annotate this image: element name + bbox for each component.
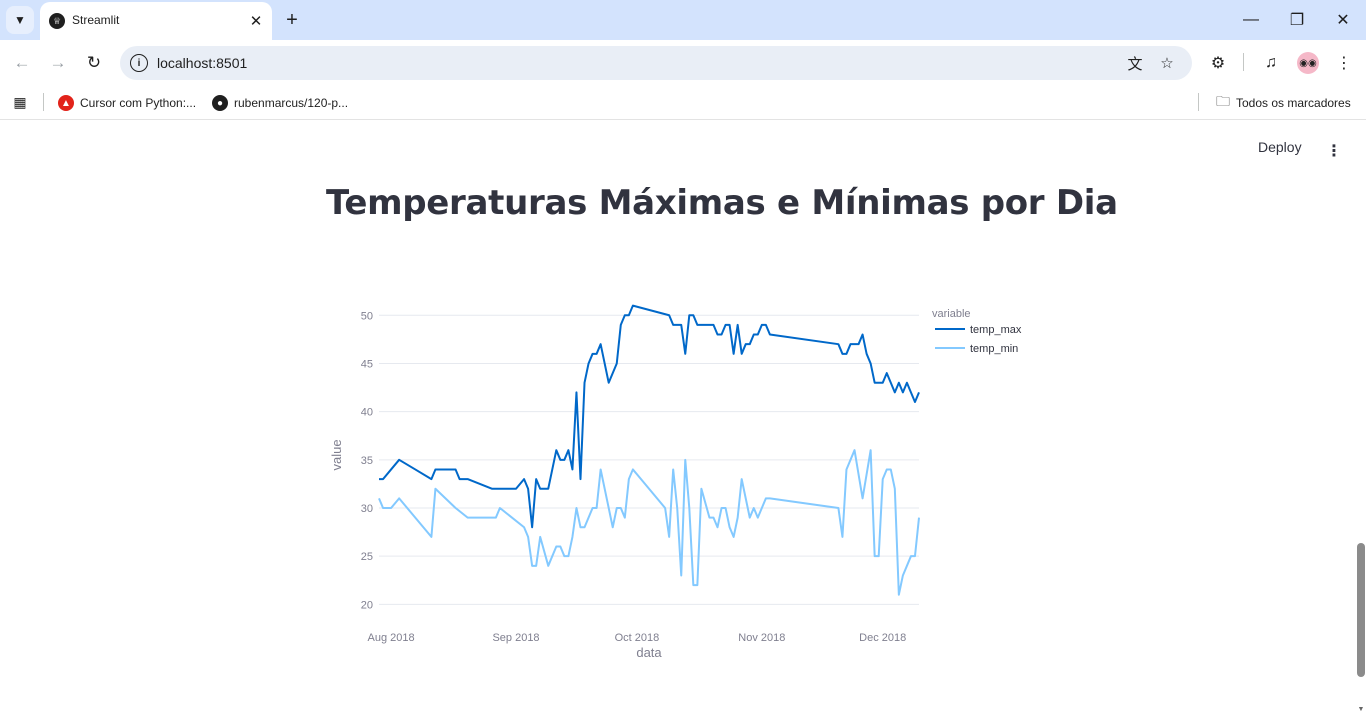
github-icon: ● [212,95,228,111]
tab-close-icon[interactable]: ✕ [249,13,263,30]
y-tick-label: 45 [361,358,373,370]
series-line-temp_min[interactable] [378,449,920,596]
x-tick-label: Aug 2018 [368,632,415,644]
all-bookmarks-folder[interactable]: 🗀 Todos os marcadores [1216,92,1351,114]
streamlit-app: Deploy ⋮ Temperaturas Máximas e Mínimas … [0,121,1366,720]
all-bookmarks-label: Todos os marcadores [1236,96,1351,110]
address-url[interactable]: localhost:8501 [157,55,248,71]
scrollbar-thumb[interactable] [1357,543,1365,677]
y-tick-label: 30 [361,503,373,515]
reload-icon[interactable]: ↻ [86,53,102,72]
bookmark-label: rubenmarcus/120-p... [234,96,349,110]
toolbar-divider [1243,53,1244,71]
media-control-icon[interactable]: ♫ [1265,54,1277,71]
legend-item-label[interactable]: temp_min [970,343,1018,355]
legend-item-label[interactable]: temp_max [970,324,1022,336]
tab-search-chevron-icon[interactable]: ▼ [6,6,34,34]
line-chart: 20 25 30 35 40 45 50 Aug 2018 Sep 2018 Oct 2018 N… [329,304,1022,660]
restore-window-icon[interactable]: ❐ [1289,12,1305,29]
y-tick-label: 35 [361,455,373,467]
bookmarks-bar: ▦ ▲ Cursor com Python:... ● rubenmarcus/… [0,86,1366,120]
page-title: Temperaturas Máximas e Mínimas por Dia [326,183,1118,223]
scrollbar[interactable] [1356,121,1366,720]
y-tick-label: 20 [361,599,373,611]
bookmark-star-icon[interactable]: ☆ [1160,55,1174,72]
forward-arrow-icon[interactable]: → [49,53,67,72]
back-arrow-icon[interactable]: ← [13,53,31,72]
bookmark-cursor-python[interactable]: ▲ Cursor com Python:... [58,92,196,114]
chart-grid [379,314,919,605]
new-tab-plus-icon[interactable]: + [286,8,298,31]
browser-tab-strip: ▼ ♕ Streamlit ✕ + — ❐ ✕ [0,0,1366,40]
x-tick-label: Oct 2018 [615,632,660,644]
browser-toolbar: ← → ↻ i localhost:8501 文 ☆ ⚙ ♫ ⋮ [0,40,1366,86]
chart-legend[interactable]: variable temp_max temp_min [932,308,1022,355]
folder-icon: 🗀 [1216,93,1230,109]
bookmark-github-repo[interactable]: ● rubenmarcus/120-p... [212,92,348,114]
apps-grid-icon[interactable]: ▦ [13,93,27,110]
y-tick-label: 40 [361,407,373,419]
translate-icon[interactable]: 文 [1127,55,1143,73]
profile-avatar[interactable]: ◉◉ [1297,52,1319,74]
site-info-icon[interactable]: i [130,54,148,72]
main-menu-kebab-icon[interactable]: ⋮ [1326,143,1342,160]
chart-series [378,304,920,596]
browser-tab-streamlit[interactable]: ♕ Streamlit ✕ [40,2,272,40]
scroll-down-arrow-icon[interactable]: ▼ [1357,706,1365,713]
x-axis-ticks: Aug 2018 Sep 2018 Oct 2018 Nov 2018 Dec 2018 [368,632,907,644]
streamlit-favicon-icon: ♕ [49,13,65,29]
bookmark-label: Cursor com Python:... [80,96,197,110]
bookmarks-divider [43,93,44,111]
y-tick-label: 50 [361,310,373,322]
x-tick-label: Dec 2018 [859,632,906,644]
tab-title: Streamlit [72,13,120,27]
x-tick-label: Nov 2018 [738,632,785,644]
minimize-icon[interactable]: — [1243,11,1259,28]
close-window-icon[interactable]: ✕ [1336,12,1350,29]
address-bar[interactable]: i localhost:8501 文 ☆ [120,46,1192,80]
y-tick-label: 25 [361,551,373,563]
santander-flame-icon: ▲ [58,95,74,111]
series-line-temp_max[interactable] [379,304,920,529]
legend-title: variable [932,308,971,320]
y-axis-ticks: 20 25 30 35 40 45 50 [361,310,373,611]
x-axis-title: data [636,645,662,660]
extensions-puzzle-icon[interactable]: ⚙ [1210,55,1226,72]
deploy-button[interactable]: Deploy [1258,139,1302,155]
browser-menu-icon[interactable]: ⋮ [1336,55,1352,72]
y-axis-title: value [329,439,344,470]
bookmarks-divider [1198,93,1199,111]
x-tick-label: Sep 2018 [492,632,539,644]
